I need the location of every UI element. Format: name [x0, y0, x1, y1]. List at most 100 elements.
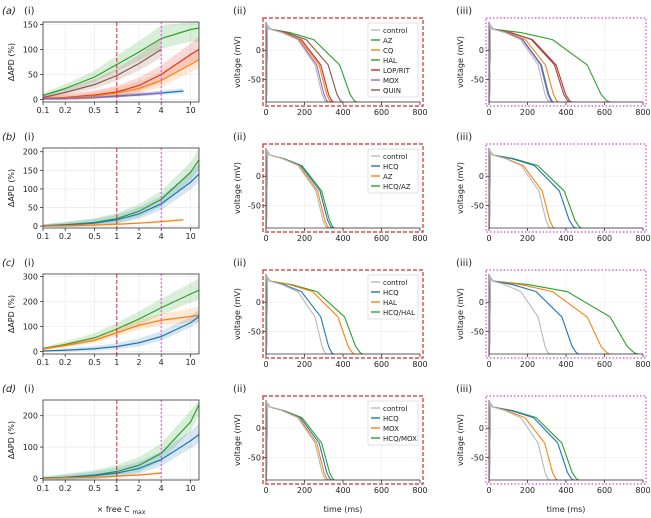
- panel-label: (iii): [456, 384, 472, 395]
- x-tick-label: 4: [159, 232, 164, 241]
- x-tick-label: 800: [635, 360, 650, 369]
- x-tick-label: 800: [635, 486, 650, 495]
- x-tick-label: 0: [263, 234, 268, 243]
- y-tick-label: 100: [23, 46, 38, 55]
- x-tick-label: 800: [635, 108, 650, 117]
- y-tick-label: 0: [33, 348, 38, 357]
- confidence-band: [43, 306, 199, 350]
- y-tick-label: -50: [471, 202, 484, 211]
- series-line-cq: [42, 58, 200, 100]
- confidence-band: [43, 36, 199, 100]
- y-tick-label: -50: [248, 328, 261, 337]
- legend-label: HCQ/HAL: [383, 309, 415, 317]
- legend-label: HCQ/AZ: [383, 183, 411, 191]
- ap-trace-control: [265, 275, 420, 355]
- x-tick-label: 0.5: [88, 232, 101, 241]
- y-tick-label: -50: [248, 454, 261, 463]
- legend-label: control: [383, 27, 407, 35]
- legend-label: control: [383, 279, 407, 287]
- x-tick-label: 0.1: [37, 358, 50, 367]
- confidence-band: [43, 148, 199, 227]
- x-tick-label: 200: [520, 486, 535, 495]
- x-tick-label: 2: [136, 358, 141, 367]
- ap-trace-control: [488, 23, 643, 103]
- x-tick-label: 0.2: [59, 232, 72, 241]
- ap-chart-c-2: 0 200 400 600 800 0 -50 voltage (mV): [456, 269, 651, 369]
- y-axis-label: voltage (mV): [233, 414, 242, 466]
- confidence-band: [43, 309, 199, 352]
- y-tick-label: 300: [23, 273, 38, 282]
- x-tick-label: 0: [486, 360, 491, 369]
- ap-trace-control: [265, 401, 420, 481]
- ap-trace-control: [488, 149, 643, 229]
- series-line-mox: [42, 92, 162, 100]
- y-tick-label: 200: [23, 148, 38, 157]
- x-tick-label: 400: [558, 486, 573, 495]
- panel-label: (iii): [456, 132, 472, 143]
- axes-frame: [42, 21, 200, 103]
- x-axis-label-subscript: max: [132, 509, 146, 516]
- ap-chart-d-1: 0 200 400 600 800 0 -50 voltage (mV) control HCQ M…: [233, 395, 428, 495]
- row-label: (c): [2, 258, 15, 269]
- cmax-4x-frame: [485, 395, 647, 485]
- series-line-hal: [42, 314, 200, 350]
- x-tick-label: 600: [374, 360, 389, 369]
- x-tick-label: 0: [263, 108, 268, 117]
- y-tick-label: 0: [33, 96, 38, 105]
- ap-chart-a-2: 0 200 400 600 800 0 -50 voltage (mV): [456, 17, 651, 117]
- x-tick-label: 600: [597, 234, 612, 243]
- x-tick-label: 800: [635, 234, 650, 243]
- y-axis-label: ΔAPD (%): [7, 169, 16, 207]
- y-axis-label: voltage (mV): [233, 162, 242, 214]
- y-tick-label: 0: [256, 46, 261, 55]
- x-tick-label: 0.1: [37, 232, 50, 241]
- cmax-4x-frame: [485, 269, 647, 359]
- axes-frame: [42, 399, 200, 481]
- series-line-hcq-hal: [42, 289, 200, 350]
- panel-label: (i): [24, 384, 35, 395]
- legend-label: HCQ: [383, 163, 399, 171]
- x-tick-label: 0.5: [88, 358, 101, 367]
- x-tick-label: 400: [558, 108, 573, 117]
- y-tick-label: -50: [471, 328, 484, 337]
- x-tick-label: 0.2: [59, 106, 72, 115]
- x-tick-label: 400: [335, 360, 350, 369]
- series-line-hcq: [42, 173, 200, 227]
- y-tick-label: -50: [248, 76, 261, 85]
- x-tick-label: 800: [412, 108, 427, 117]
- ap-trace-control: [488, 401, 643, 481]
- y-tick-label: 0: [256, 424, 261, 433]
- y-tick-label: 0: [479, 424, 484, 433]
- x-tick-label: 10: [185, 358, 195, 367]
- x-tick-label: 200: [297, 108, 312, 117]
- y-axis-label: voltage (mV): [233, 36, 242, 88]
- legend-label: control: [383, 405, 407, 413]
- y-axis-label: voltage (mV): [233, 288, 242, 340]
- y-tick-label: 150: [23, 166, 38, 175]
- confidence-band: [43, 163, 199, 228]
- legend-label: MOX: [383, 425, 399, 433]
- series-line-az: [42, 27, 200, 97]
- y-tick-label: 0: [33, 222, 38, 231]
- x-tick-label: 2: [136, 106, 141, 115]
- x-tick-label: 200: [297, 234, 312, 243]
- y-axis-label: ΔAPD (%): [7, 43, 16, 81]
- x-tick-label: 400: [558, 234, 573, 243]
- x-tick-label: 200: [520, 108, 535, 117]
- panel-label: (i): [24, 258, 35, 269]
- legend-label: HCQ: [383, 289, 399, 297]
- axes-frame: [42, 273, 200, 355]
- y-axis-label: ΔAPD (%): [7, 421, 16, 459]
- legend-label: AZ: [383, 173, 393, 181]
- y-tick-label: 0: [479, 172, 484, 181]
- x-tick-label: 200: [297, 360, 312, 369]
- x-tick-label: 0: [486, 234, 491, 243]
- x-tick-label: 600: [597, 486, 612, 495]
- legend-label: QUIN: [383, 87, 401, 95]
- panel-label: (ii): [233, 6, 246, 17]
- cmax-1x-frame: [262, 143, 424, 233]
